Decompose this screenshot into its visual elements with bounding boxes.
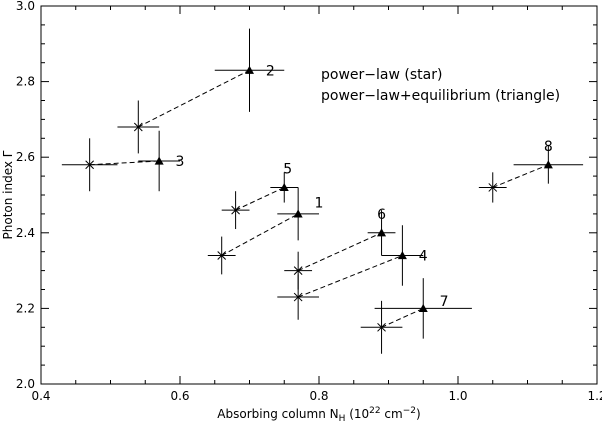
legend-line-2: power−law+equilibrium (triangle) <box>321 88 560 104</box>
pair-connector-2 <box>138 69 250 128</box>
x-axis-label-units-close: ) <box>416 407 421 421</box>
star-stroke <box>377 322 386 332</box>
star-stroke <box>488 183 498 192</box>
pair-label-3: 3 <box>176 154 185 170</box>
pair-label-8: 8 <box>544 139 553 155</box>
star-marker-8 <box>488 183 498 192</box>
pair-label-2: 2 <box>266 63 275 79</box>
y-tick-label: 3.0 <box>16 0 35 13</box>
triangle-marker-1 <box>293 209 303 218</box>
pair-label-5: 5 <box>283 162 292 178</box>
pair-connector-8 <box>492 164 549 188</box>
pair-connector-3 <box>89 160 160 166</box>
pair-connector-4 <box>297 255 403 298</box>
pair-connector-6 <box>297 232 382 272</box>
star-marker-2 <box>133 122 143 132</box>
x-tick-label: 0.8 <box>309 389 328 403</box>
legend: power−law (star) power−law+equilibrium (… <box>321 67 560 104</box>
star-stroke <box>133 122 143 132</box>
star-marker-1 <box>217 251 227 260</box>
star-marker-6 <box>293 266 303 275</box>
star-marker-4 <box>293 292 303 302</box>
star-marker-5 <box>231 205 240 215</box>
pair-connector-7 <box>381 307 424 328</box>
pair-connectors <box>89 69 549 328</box>
axis-tick-labels: 0.4 0.6 0.8 1.0 1.2 2.0 2.2 2.4 2.6 2.8 3.0 <box>16 0 602 403</box>
star-marker-7 <box>377 322 386 332</box>
triangle-marker-8 <box>543 160 553 169</box>
triangle-marker-5 <box>279 182 289 192</box>
x-axis-label-units-open: (10 <box>345 407 369 421</box>
x-tick-label: 0.4 <box>31 389 50 403</box>
triangle-marker-6 <box>377 228 387 237</box>
axis-ticks <box>40 5 598 385</box>
x-axis-label: Absorbing column NH (1022 cm−2) <box>217 406 420 424</box>
triangle-marker-4 <box>397 250 407 260</box>
triangle-marker-2 <box>245 65 254 74</box>
pair-label-6: 6 <box>377 207 386 223</box>
y-tick-label: 2.2 <box>16 301 35 315</box>
x-axis-label-units-mid: cm <box>381 407 403 421</box>
x-axis-label-units-exponent: 22 <box>369 406 380 416</box>
y-tick-label: 2.0 <box>16 377 35 391</box>
x-tick-label: 0.6 <box>170 389 189 403</box>
star-stroke <box>231 205 240 215</box>
y-axis-label: Photon index Γ <box>1 150 15 239</box>
pair-connector-5 <box>235 186 285 211</box>
x-tick-label: 1.2 <box>587 389 602 403</box>
data-markers <box>85 65 553 332</box>
x-axis-label-main: Absorbing column N <box>217 407 338 421</box>
x-axis-label-subscript: H <box>339 414 346 424</box>
triangle-marker-7 <box>418 303 428 312</box>
y-tick-label: 2.4 <box>16 226 35 240</box>
star-stroke <box>293 292 303 302</box>
star-stroke <box>293 266 303 275</box>
pair-label-4: 4 <box>419 248 428 264</box>
star-marker-3 <box>85 160 95 170</box>
y-tick-label: 2.6 <box>16 150 35 164</box>
legend-line-1: power−law (star) <box>321 67 442 83</box>
pair-labels: 1 2 3 4 5 6 7 8 <box>176 63 553 310</box>
pair-label-7: 7 <box>440 294 449 310</box>
pair-label-1: 1 <box>315 196 324 212</box>
y-tick-label: 2.8 <box>16 75 35 89</box>
star-stroke <box>85 160 95 170</box>
x-tick-label: 1.0 <box>448 389 467 403</box>
star-stroke <box>217 251 227 260</box>
x-axis-label-units-exponent2: −2 <box>403 406 416 416</box>
triangle-marker-3 <box>154 156 164 165</box>
pair-connector-1 <box>221 213 299 256</box>
